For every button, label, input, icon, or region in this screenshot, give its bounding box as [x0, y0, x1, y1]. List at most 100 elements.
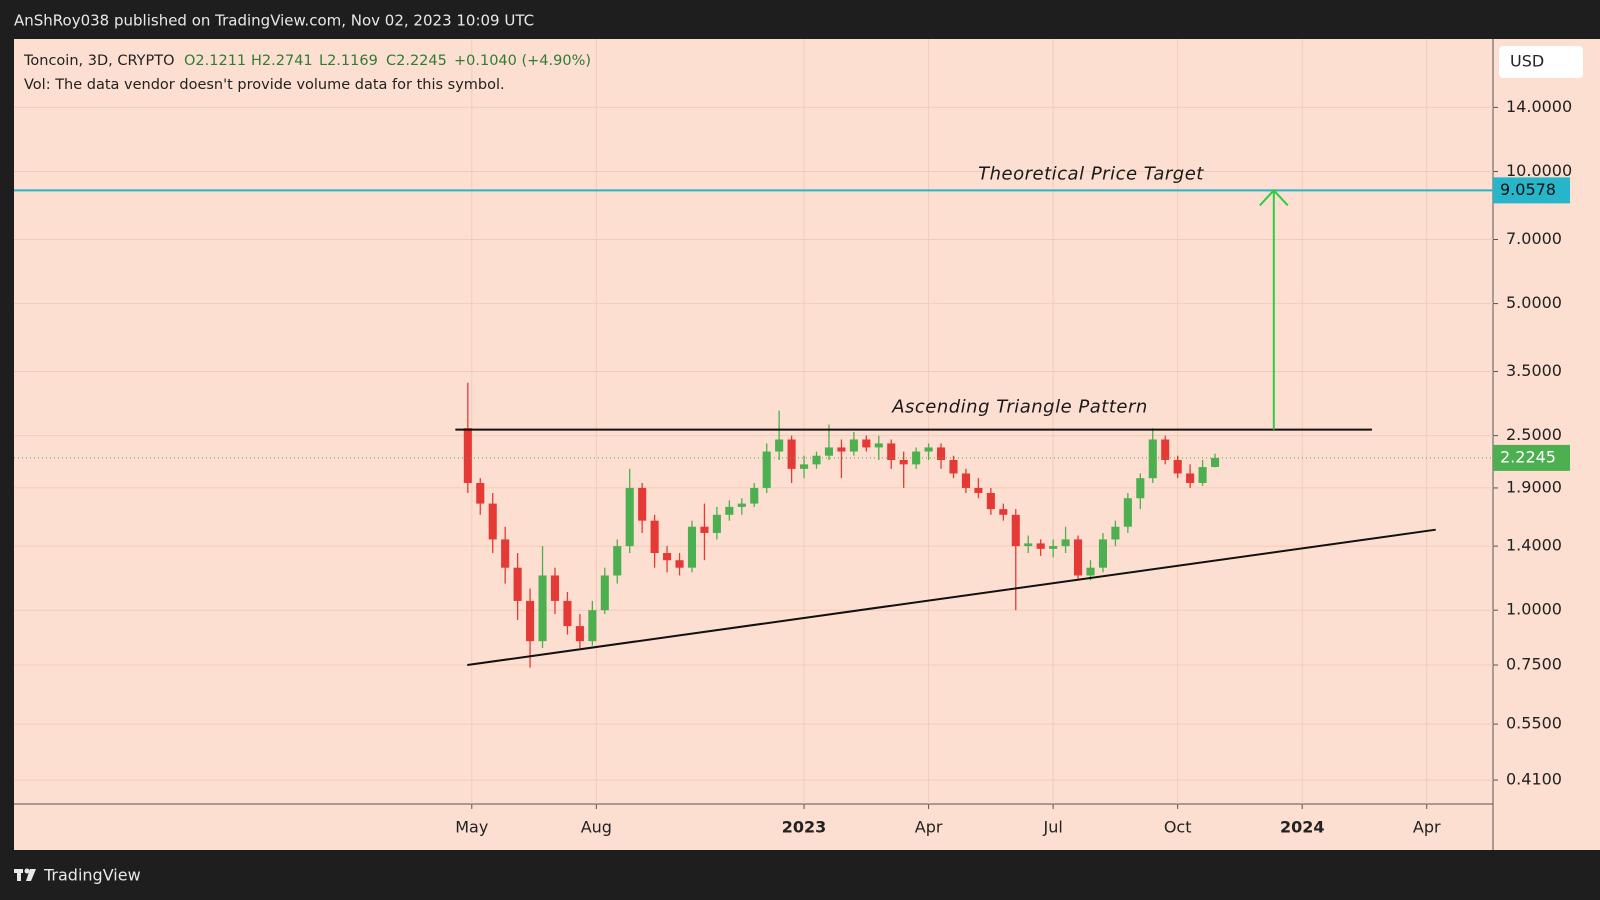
candle-body — [1161, 439, 1170, 460]
candle-body — [1086, 567, 1095, 576]
last-price-box — [1493, 444, 1570, 471]
candle-body — [725, 506, 734, 515]
candle-body — [1036, 543, 1045, 549]
legend-low: L2.1169 — [319, 53, 378, 69]
y-tick-label: 2.5000 — [1506, 425, 1562, 444]
candle-body — [476, 482, 485, 504]
x-tick-label: 2024 — [1280, 818, 1325, 837]
target-box — [1493, 177, 1570, 204]
x-tick-label: Apr — [915, 818, 943, 837]
candle-body — [812, 455, 821, 465]
candle-body — [986, 493, 995, 510]
x-tick-label: Oct — [1164, 818, 1192, 837]
legend-close: C2.2245 — [386, 53, 447, 69]
candle-body — [463, 428, 472, 483]
candle-body — [563, 600, 572, 627]
candle-body — [513, 567, 522, 601]
y-tick-label: 1.0000 — [1506, 600, 1562, 619]
price-axis — [1493, 39, 1600, 850]
candle-body — [1136, 478, 1145, 499]
legend-change: +0.1040 (+4.90%) — [454, 53, 591, 69]
candle-body — [999, 509, 1008, 515]
candle-body — [526, 600, 535, 642]
candle-body — [887, 443, 896, 460]
candle-body — [675, 560, 684, 568]
legend-symbol: Toncoin, 3D, CRYPTO — [23, 53, 175, 69]
candle-body — [1210, 457, 1220, 467]
brand-logo — [14, 868, 36, 881]
candle-body — [613, 546, 622, 576]
candle-body — [924, 447, 933, 452]
candle-body — [638, 487, 647, 521]
candle-body — [874, 443, 883, 448]
candle-body — [501, 539, 510, 568]
candle-body — [1111, 526, 1120, 540]
candle-body — [1148, 439, 1157, 479]
candle-body — [663, 553, 672, 561]
candle-body — [1173, 459, 1182, 474]
currency-box[interactable] — [1499, 46, 1583, 78]
candle-body — [750, 487, 759, 504]
candle-body — [1061, 539, 1070, 547]
candle-body — [700, 526, 709, 533]
y-tick-label: 0.7500 — [1506, 655, 1562, 674]
candle-body — [1186, 473, 1195, 483]
y-tick-label: 5.0000 — [1506, 293, 1562, 312]
candle-body — [1098, 539, 1107, 568]
currency[interactable]: USD — [1510, 52, 1544, 71]
support-line — [467, 528, 1436, 667]
y-tick-label: 0.5500 — [1506, 714, 1562, 733]
candle-body — [862, 439, 871, 448]
pattern-annotation: Ascending Triangle Pattern — [891, 397, 1148, 418]
target-annotation: Theoretical Price Target — [978, 163, 1204, 184]
candle-body — [849, 439, 858, 452]
candle-body — [737, 503, 746, 507]
volume-note: Vol: The data vendor doesn't provide vol… — [24, 77, 505, 93]
candle-body — [800, 464, 809, 469]
candle-body — [912, 451, 921, 465]
candle-body — [575, 626, 584, 642]
candle-body — [775, 439, 784, 452]
candle-body — [712, 514, 721, 533]
candle-body — [650, 520, 659, 554]
candle-body — [1024, 543, 1033, 547]
candle-body — [1011, 514, 1020, 547]
candle-body — [1073, 539, 1083, 576]
y-tick-label: 7.0000 — [1506, 229, 1562, 248]
candle-body — [974, 487, 983, 494]
published-note: AnShRoy038 published on TradingView.com,… — [14, 12, 534, 30]
y-tick-label: 1.9000 — [1506, 477, 1562, 496]
candle-body — [600, 575, 609, 611]
target-price-label: 9.0578 — [1500, 180, 1556, 199]
candle-body — [1198, 467, 1207, 483]
y-tick-label: 14.0000 — [1506, 97, 1572, 116]
candle-body — [961, 473, 971, 488]
candle-body — [762, 451, 771, 488]
candle-body — [550, 575, 560, 601]
x-tick-label: Jul — [1042, 818, 1062, 837]
candle-body — [1049, 546, 1058, 549]
last-price-label: 2.2245 — [1500, 447, 1556, 466]
candle-body — [687, 526, 697, 568]
y-tick-label: 3.5000 — [1506, 361, 1562, 380]
y-tick-label: 1.4000 — [1506, 536, 1562, 555]
candle-body — [949, 459, 958, 474]
candle-body — [899, 459, 908, 465]
y-tick-label: 10.0000 — [1506, 161, 1572, 180]
plot-area — [14, 39, 1493, 804]
brand: TradingView — [43, 866, 141, 885]
candle-body — [824, 447, 834, 456]
candle-body — [837, 447, 846, 452]
legend-high: H2.2741 — [251, 53, 313, 69]
x-tick-label: 2023 — [782, 818, 827, 837]
candle-body — [488, 503, 497, 540]
candle-body — [937, 447, 946, 460]
candle-body — [787, 439, 796, 469]
target-arrow-head — [1259, 188, 1289, 207]
candle-body — [538, 575, 547, 642]
candle-body — [1123, 498, 1132, 527]
time-axis — [14, 804, 1493, 850]
y-tick-label: 0.4100 — [1506, 770, 1562, 789]
legend-open: O2.1211 — [184, 53, 246, 69]
